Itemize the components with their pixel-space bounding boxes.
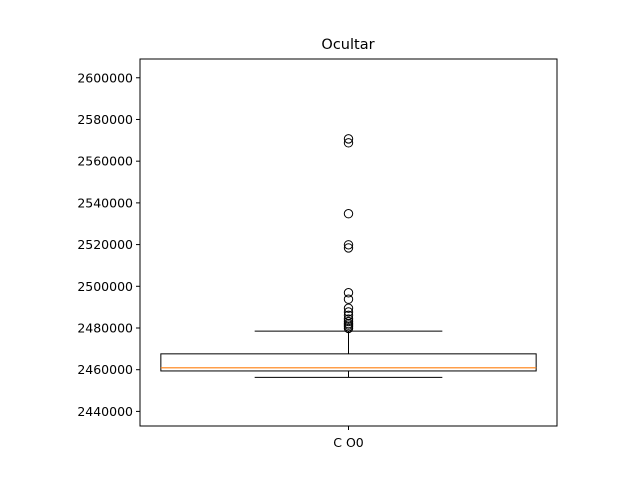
- y-tick-label: 2440000: [77, 404, 133, 419]
- outlier-point: [343, 209, 354, 219]
- outlier-point: [343, 134, 354, 144]
- outlier-point: [343, 288, 354, 298]
- outlier-point: [343, 307, 354, 317]
- chart-title: Ocultar: [321, 37, 374, 53]
- y-tick-label: 2600000: [77, 70, 133, 85]
- outlier-point: [343, 294, 354, 304]
- outlier-point: [343, 310, 354, 320]
- outlier-point: [343, 240, 354, 250]
- iqr-box: [160, 353, 537, 372]
- outlier-point: [343, 303, 354, 313]
- x-tick-label: C O0: [333, 435, 364, 450]
- y-tick-label: 2560000: [77, 154, 133, 169]
- y-tick-label: 2460000: [77, 362, 133, 377]
- outlier-point: [343, 314, 354, 324]
- y-tick-label: 2580000: [77, 112, 133, 127]
- outlier-point: [343, 243, 354, 253]
- plot-area: 2440000 2460000 2480000 2500000 2520000 25400…: [77, 70, 537, 450]
- y-tick-label: 2500000: [77, 279, 133, 294]
- outlier-point: [343, 316, 354, 327]
- y-tick-label: 2480000: [77, 320, 133, 335]
- y-tick-label: 2540000: [77, 195, 133, 210]
- outlier-point: [343, 138, 354, 148]
- y-tick-label: 2520000: [77, 237, 133, 252]
- axes-frame: [139, 58, 558, 427]
